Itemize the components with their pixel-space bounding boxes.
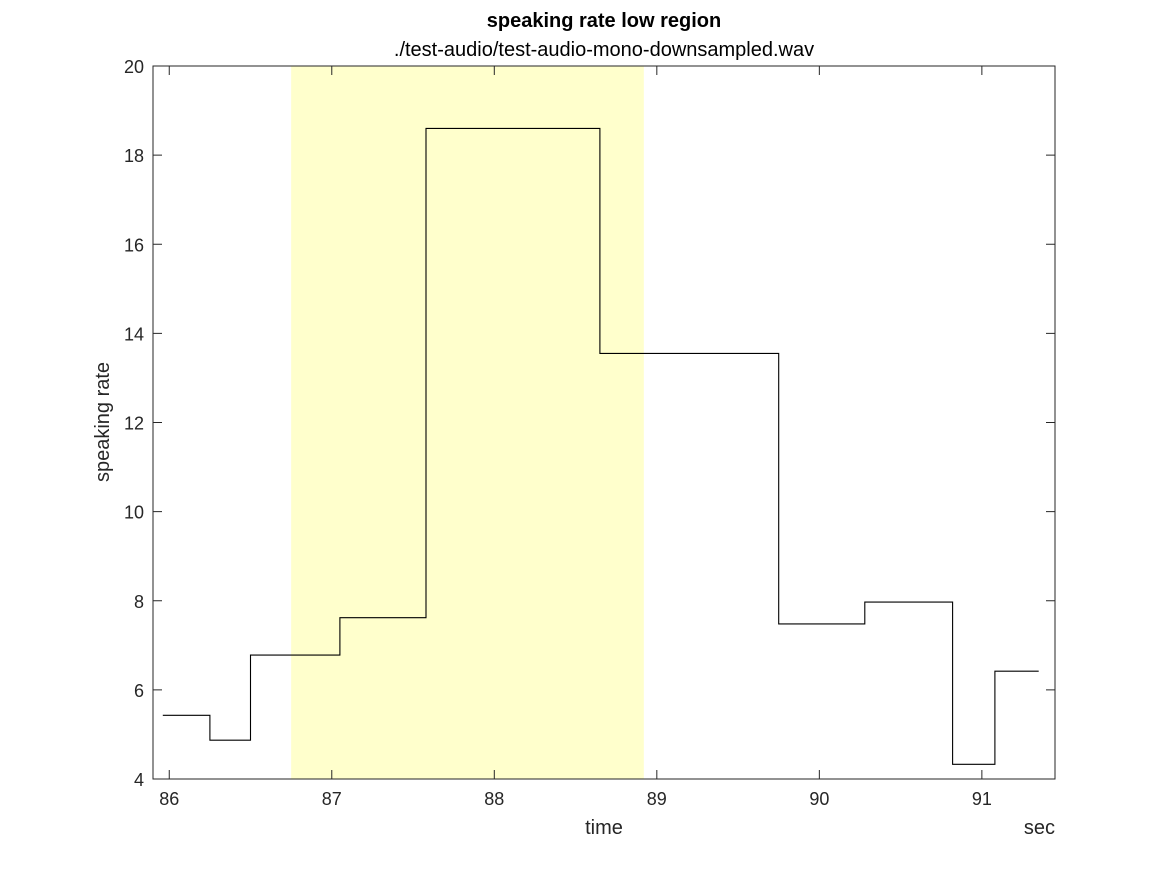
x-tick-label: 88 <box>484 789 504 809</box>
y-tick-label: 14 <box>124 324 144 344</box>
y-tick-label: 12 <box>124 414 144 434</box>
y-tick-label: 18 <box>124 146 144 166</box>
x-tick-label: 87 <box>322 789 342 809</box>
y-tick-label: 6 <box>134 681 144 701</box>
y-tick-label: 20 <box>124 57 144 77</box>
chart-subtitle: ./test-audio/test-audio-mono-downsampled… <box>394 39 814 61</box>
x-axis-label: time <box>585 817 623 839</box>
y-tick-label: 10 <box>124 503 144 523</box>
highlight-region <box>291 66 644 779</box>
plot-frame <box>152 65 1056 780</box>
x-tick-label: 91 <box>972 789 992 809</box>
chart-title: speaking rate low region <box>487 10 722 32</box>
ticks: 86 87 88 89 90 91 4 6 8 10 12 14 16 18 20 <box>124 57 1055 809</box>
y-tick-label: 16 <box>124 235 144 255</box>
y-axis-label: speaking rate <box>92 362 114 482</box>
x-axis-unit: sec <box>1024 817 1055 839</box>
y-tick-label: 8 <box>134 592 144 612</box>
series-line <box>162 127 1039 765</box>
x-tick-label: 86 <box>159 789 179 809</box>
y-tick-label: 4 <box>134 770 144 790</box>
x-tick-label: 89 <box>647 789 667 809</box>
x-tick-label: 90 <box>809 789 829 809</box>
